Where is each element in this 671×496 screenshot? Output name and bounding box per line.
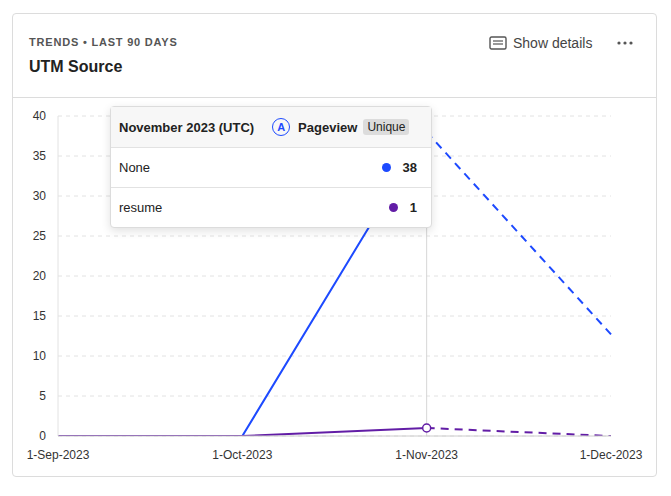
svg-text:1-Sep-2023: 1-Sep-2023	[27, 448, 90, 462]
svg-text:10: 10	[33, 349, 47, 363]
svg-text:25: 25	[33, 229, 47, 243]
svg-text:1-Dec-2023: 1-Dec-2023	[580, 448, 643, 462]
svg-text:30: 30	[33, 189, 47, 203]
svg-text:5: 5	[39, 389, 46, 403]
svg-text:0: 0	[39, 429, 46, 443]
svg-text:35: 35	[33, 149, 47, 163]
svg-text:15: 15	[33, 309, 47, 323]
html-text:Unique: Unique	[367, 120, 406, 134]
svg-text:1-Nov-2023: 1-Nov-2023	[395, 448, 458, 462]
html-text:A: A	[277, 121, 286, 133]
svg-text:20: 20	[33, 269, 47, 283]
html-text:November 2023 (UTC): November 2023 (UTC)	[119, 119, 255, 135]
html-text:38: 38	[402, 160, 417, 175]
html-text:TRENDS • LAST 90 DAYS: TRENDS • LAST 90 DAYS	[29, 36, 178, 48]
svg-text:40: 40	[33, 109, 47, 123]
html-text:1: 1	[409, 200, 417, 215]
html-text:UTM Source: UTM Source	[29, 58, 123, 75]
html-text:resume: resume	[119, 200, 163, 215]
html-text:None: None	[119, 160, 151, 175]
html-text:Pageview: Pageview	[298, 119, 358, 135]
html-text:Show details: Show details	[513, 35, 593, 51]
svg-text:1-Oct-2023: 1-Oct-2023	[212, 448, 272, 462]
